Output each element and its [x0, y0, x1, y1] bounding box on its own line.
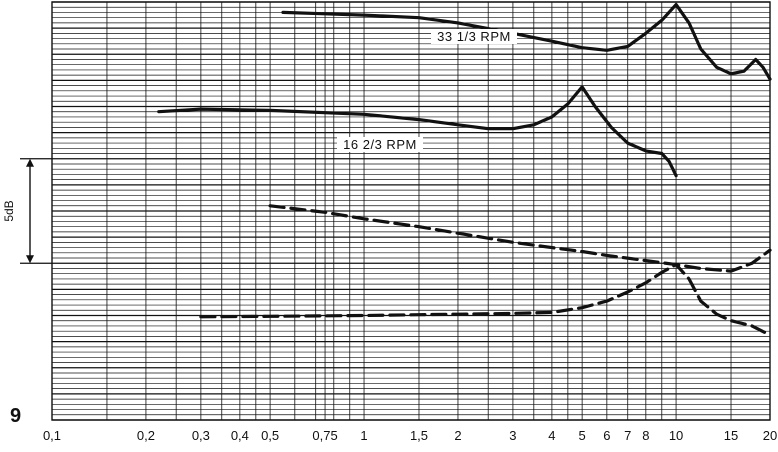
series-label-layer: 33 1/3 RPM 16 2/3 RPM: [337, 29, 517, 152]
x-tick-label: 0,75: [312, 428, 337, 443]
series-label-1: 33 1/3 RPM: [437, 29, 511, 44]
plot-border: [51, 1, 771, 421]
x-tick-label: 0,2: [137, 428, 155, 443]
x-tick-label: 1: [360, 428, 367, 443]
series-line-3: [268, 204, 772, 273]
scale-bar-arrow-up-icon: [26, 158, 34, 167]
series-layer: [157, 2, 772, 337]
vertical-gridlines: [51, 2, 771, 420]
x-tick-label: 2: [454, 428, 461, 443]
scale-bar-arrow-down-icon: [26, 255, 34, 264]
x-tick-label: 15: [724, 428, 738, 443]
x-tick-label: 3: [509, 428, 516, 443]
x-tick-label: 6: [603, 428, 610, 443]
x-tick-label: 8: [642, 428, 649, 443]
x-tick-label: 0,5: [261, 428, 279, 443]
x-tick-label: 10: [669, 428, 683, 443]
scale-bar-label: 5dB: [2, 200, 16, 221]
x-tick-label: 5: [579, 428, 586, 443]
x-tick-label: 0,1: [43, 428, 61, 443]
series-label-2: 16 2/3 RPM: [343, 137, 417, 152]
series-line-2: [157, 85, 678, 178]
x-tick-label: 1,5: [410, 428, 428, 443]
horizontal-gridlines: [52, 1, 770, 421]
x-tick-label: 0,3: [192, 428, 210, 443]
x-tick-label: 4: [548, 428, 555, 443]
scale-bar: 5dB: [2, 158, 52, 264]
series-label-background: [431, 29, 517, 44]
x-tick-label: 20: [763, 428, 777, 443]
x-tick-label: 0,4: [231, 428, 249, 443]
plot-frame: [51, 1, 771, 421]
series-label-background: [337, 137, 423, 152]
series-line-4: [199, 263, 772, 337]
x-tick-label: 7: [624, 428, 631, 443]
x-tick-labels: 0,1 0,2 0,3 0,4 0,5 0,75 1 1,5 2 3 4 5 6 7 8 10 15 20: [43, 428, 777, 443]
figure-number: 9: [10, 405, 21, 427]
series-line-1: [281, 2, 772, 81]
